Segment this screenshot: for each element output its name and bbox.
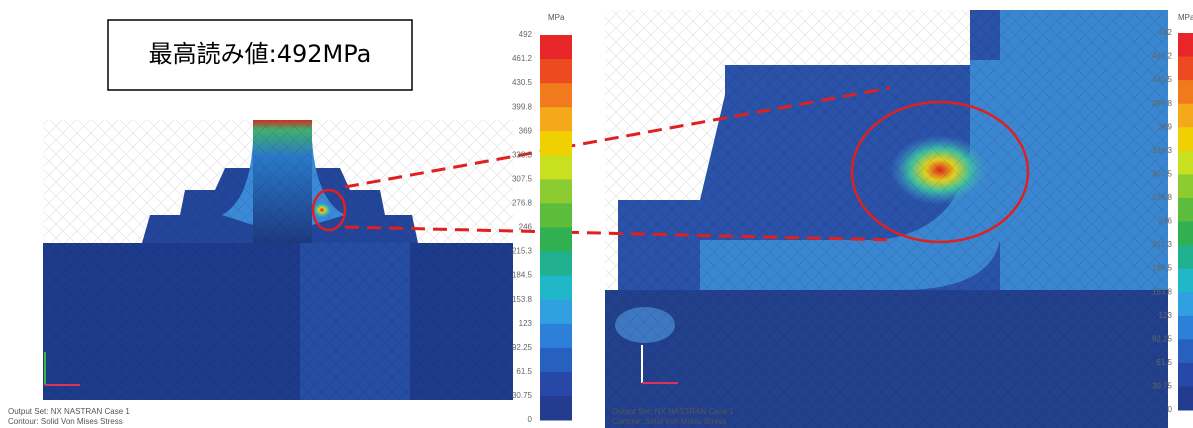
legend-label: 123 <box>519 319 533 328</box>
legend-label: 0 <box>528 415 533 424</box>
footer: Output Set: NX NASTRAN Case 1 <box>8 407 130 416</box>
legend-swatch <box>1178 292 1193 316</box>
legend-label: 430.5 <box>512 78 533 87</box>
legend-swatch <box>540 252 572 277</box>
legend-label: 307.5 <box>1152 169 1173 178</box>
legend-label: 276.8 <box>512 199 533 208</box>
legend-swatch <box>1178 269 1193 293</box>
legend-label: 215.3 <box>512 247 533 256</box>
legend-label: 338.3 <box>1152 146 1173 155</box>
legend-swatch <box>1178 174 1193 198</box>
legend-swatch <box>1178 104 1193 128</box>
legend-label: 184.5 <box>512 271 533 280</box>
legend-swatch <box>1178 198 1193 222</box>
legend-label: 184.5 <box>1152 264 1173 273</box>
legend-label: 461.2 <box>1152 52 1173 61</box>
legend-swatch <box>540 35 572 60</box>
legend-swatch <box>540 83 572 108</box>
footer: Output Set: NX NASTRAN Case 1 <box>612 407 734 416</box>
legend-label: 307.5 <box>512 174 533 183</box>
legend-swatch <box>540 131 572 156</box>
legend-unit: MPa <box>548 13 565 22</box>
legend-label: 246 <box>1159 217 1173 226</box>
legend-label: 246 <box>519 223 533 232</box>
legend-label: 492 <box>519 30 533 39</box>
legend-label: 153.8 <box>1152 287 1173 296</box>
legend-swatch <box>1178 245 1193 269</box>
legend-label: 123 <box>1159 311 1173 320</box>
legend-swatch <box>540 396 572 421</box>
legend-label: 61.5 <box>1156 358 1172 367</box>
footer: Contour: Solid Von Mises Stress <box>8 417 123 426</box>
screenshot: 最高読み値:492MPa Output Set: NX NASTRAN Case… <box>0 0 1193 428</box>
legend-swatch <box>540 59 572 84</box>
legend-label: 369 <box>519 126 533 135</box>
legend-label: 399.8 <box>512 102 533 111</box>
legend-label: 61.5 <box>516 367 532 376</box>
legend-label: 338.3 <box>512 150 533 159</box>
legend-label: 461.2 <box>512 54 533 63</box>
legend-swatch <box>540 324 572 349</box>
legend-swatch <box>540 372 572 397</box>
legend-swatch <box>1178 151 1193 175</box>
legend-label: 276.8 <box>1152 193 1173 202</box>
legend-swatch <box>1178 33 1193 57</box>
footer: Contour: Solid Von Mises Stress <box>612 417 727 426</box>
legend-swatch <box>540 203 572 228</box>
legend-label: 30.75 <box>512 391 533 400</box>
legend-label: 492 <box>1159 28 1173 37</box>
legend-swatch <box>540 300 572 325</box>
legend-label: 430.5 <box>1152 75 1173 84</box>
legend-swatch <box>540 179 572 204</box>
legend-label: 92.25 <box>512 343 533 352</box>
legend-swatch <box>1178 363 1193 387</box>
legend-swatch <box>1178 222 1193 246</box>
legend-label: 92.25 <box>1152 334 1173 343</box>
legend-label: 215.3 <box>1152 240 1173 249</box>
legend-swatch <box>1178 127 1193 151</box>
legend-swatch <box>1178 80 1193 104</box>
legend-swatch <box>540 276 572 301</box>
legend-label: 30.75 <box>1152 382 1173 391</box>
legend-swatch <box>1178 339 1193 363</box>
legend-swatch <box>1178 386 1193 410</box>
legend-label: 153.8 <box>512 295 533 304</box>
legend-swatch <box>1178 57 1193 81</box>
legend-swatch <box>1178 316 1193 340</box>
right-model <box>605 0 1193 428</box>
legend-swatch <box>540 348 572 373</box>
legend-label: 0 <box>1168 405 1173 414</box>
callout: 最高読み値:492MPa <box>149 40 372 68</box>
legend-label: 369 <box>1159 122 1173 131</box>
legend-unit: MPa <box>1178 13 1193 22</box>
legend-label: 399.8 <box>1152 99 1173 108</box>
legend-swatch <box>540 228 572 253</box>
legend-swatch <box>540 107 572 132</box>
left-model <box>43 120 513 400</box>
legend-swatch <box>540 155 572 180</box>
